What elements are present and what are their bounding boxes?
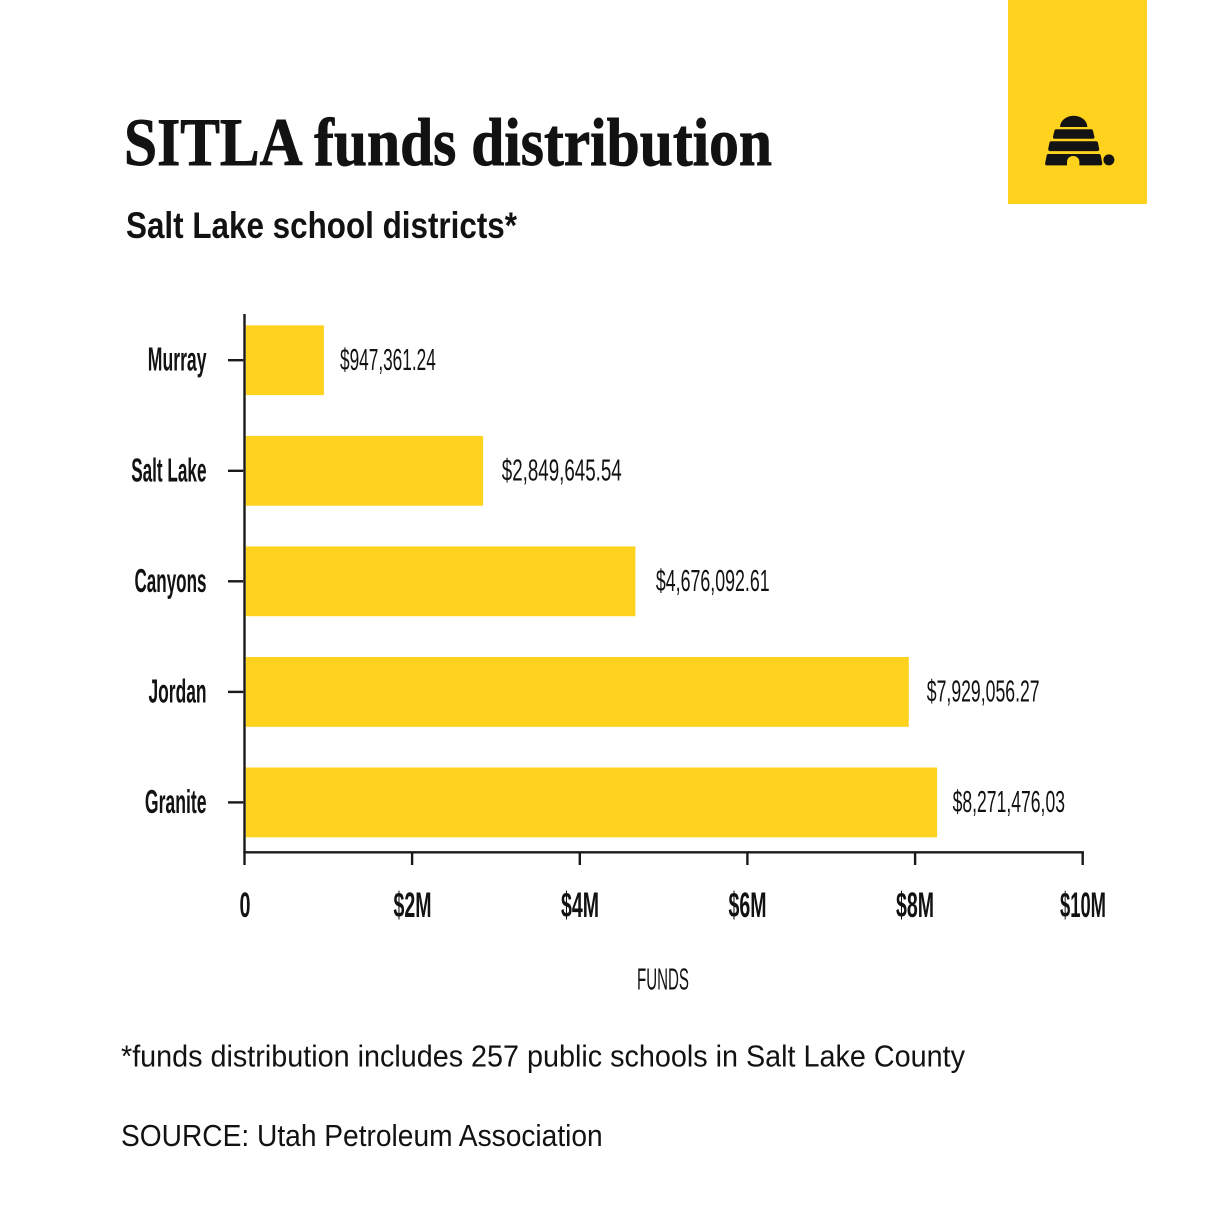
svg-text:Salt Lake school districts*: Salt Lake school districts* bbox=[126, 205, 518, 246]
svg-text:$7,929,056.27: $7,929,056.27 bbox=[927, 674, 1040, 709]
svg-text:Jordan: Jordan bbox=[149, 672, 207, 709]
svg-text:Salt Lake: Salt Lake bbox=[131, 451, 206, 488]
svg-text:$4M: $4M bbox=[561, 885, 599, 925]
svg-text:SITLA funds distribution: SITLA funds distribution bbox=[124, 104, 772, 180]
svg-text:$10M: $10M bbox=[1060, 885, 1106, 925]
svg-text:Granite: Granite bbox=[145, 783, 207, 820]
svg-text:*funds distribution includes 2: *funds distribution includes 257 public … bbox=[121, 1039, 965, 1074]
svg-text:$2M: $2M bbox=[394, 885, 432, 925]
svg-text:SOURCE: Utah Petroleum Associa: SOURCE: Utah Petroleum Association bbox=[121, 1118, 603, 1153]
svg-text:Murray: Murray bbox=[148, 341, 207, 378]
svg-text:$8,271,476,03: $8,271,476,03 bbox=[953, 784, 1065, 819]
svg-text:$947,361.24: $947,361.24 bbox=[340, 342, 436, 377]
svg-text:FUNDS: FUNDS bbox=[637, 962, 689, 997]
svg-text:$2,849,645.54: $2,849,645.54 bbox=[502, 452, 622, 487]
svg-text:0: 0 bbox=[240, 885, 251, 925]
svg-text:$6M: $6M bbox=[729, 885, 767, 925]
svg-text:$4,676,092.61: $4,676,092.61 bbox=[656, 563, 770, 598]
svg-text:Canyons: Canyons bbox=[135, 562, 207, 599]
svg-text:$8M: $8M bbox=[896, 885, 934, 925]
